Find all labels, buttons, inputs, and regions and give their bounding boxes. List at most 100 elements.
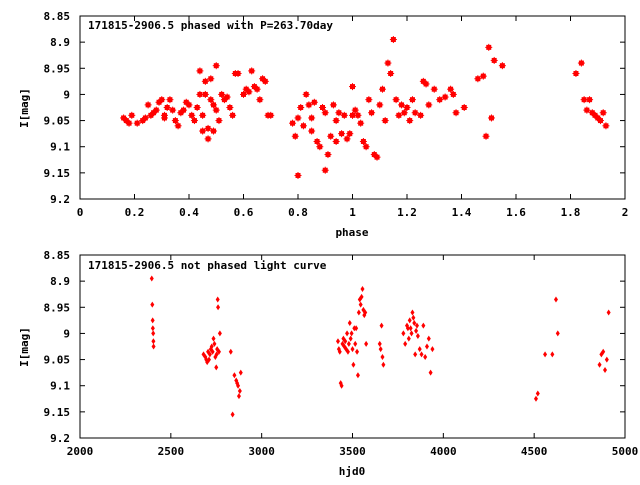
y-tick-label: 9.15 (44, 406, 71, 419)
data-point (417, 346, 422, 353)
data-point (421, 322, 426, 329)
data-points (149, 275, 611, 418)
data-point (365, 96, 373, 104)
data-point (166, 96, 174, 104)
data-point (207, 96, 215, 104)
data-point (380, 353, 385, 360)
data-point (359, 293, 364, 300)
data-point (171, 117, 179, 125)
data-point (349, 330, 354, 337)
data-point (201, 77, 209, 85)
data-point (321, 166, 329, 174)
x-tick-label: 3000 (248, 445, 275, 458)
x-tick-label: 1 (349, 206, 356, 219)
data-point (324, 151, 332, 159)
data-point (188, 111, 196, 119)
data-point (449, 90, 457, 98)
data-point (543, 351, 548, 358)
data-point (406, 335, 411, 342)
data-point (601, 348, 606, 355)
x-tick-label: 1.4 (452, 206, 472, 219)
data-point (482, 132, 490, 140)
data-point (346, 340, 351, 347)
y-tick-label: 9.2 (50, 193, 70, 206)
data-point (158, 96, 166, 104)
plot-title: 171815-2906.5 not phased light curve (88, 259, 327, 272)
x-tick-label: 5000 (612, 445, 639, 458)
data-point (348, 335, 353, 342)
y-tick-label: 9.1 (50, 141, 70, 154)
x-tick-label: 2 (622, 206, 629, 219)
data-point (223, 93, 231, 101)
data-point (572, 70, 580, 78)
x-tick-label: 1.2 (397, 206, 417, 219)
y-tick-label: 9.05 (44, 354, 71, 367)
data-point (602, 122, 610, 130)
data-point (414, 327, 419, 334)
data-point (245, 88, 253, 96)
data-point (401, 330, 406, 337)
data-point (424, 343, 429, 350)
data-point (215, 296, 220, 303)
data-point (256, 96, 264, 104)
y-tick-label: 8.95 (44, 301, 71, 314)
x-tick-label: 0 (77, 206, 84, 219)
data-point (485, 43, 493, 51)
data-point (297, 104, 305, 111)
unphased-light-curve-panel: 2000 2500 3000 3500 4000 4500 5000 8.85 8.9 8.95… (18, 249, 638, 478)
data-point (253, 85, 261, 93)
data-point (387, 70, 395, 78)
data-point (407, 317, 412, 324)
data-point (409, 330, 414, 337)
data-point (381, 361, 386, 368)
data-point (332, 137, 340, 145)
data-point (150, 301, 155, 308)
data-point (351, 106, 359, 114)
data-point (214, 351, 219, 358)
data-point (232, 372, 237, 379)
data-point (349, 83, 356, 91)
data-point (343, 135, 351, 143)
data-point (302, 90, 310, 98)
data-point (217, 330, 222, 337)
data-point (395, 111, 403, 119)
data-point (405, 325, 410, 332)
data-point (210, 127, 218, 135)
data-point (373, 153, 381, 161)
data-point (196, 67, 204, 75)
data-point (316, 143, 324, 151)
y-tick-label: 9.05 (44, 115, 71, 128)
data-point (378, 85, 386, 93)
data-point (415, 333, 420, 340)
data-point (201, 90, 209, 98)
data-point (204, 124, 212, 132)
x-axis-ticks: 2000 2500 3000 3500 4000 4500 5000 (67, 255, 639, 458)
data-point (430, 346, 435, 353)
data-point (236, 382, 241, 389)
data-point (308, 127, 316, 135)
data-point (180, 106, 188, 114)
data-point (151, 330, 156, 337)
data-point (417, 111, 425, 119)
data-point (335, 338, 340, 345)
x-tick-label: 2500 (158, 445, 185, 458)
data-point (267, 111, 275, 119)
data-point (363, 309, 368, 316)
y-tick-label: 8.85 (44, 10, 71, 23)
data-point (606, 309, 611, 316)
data-point (423, 353, 428, 360)
data-point (378, 346, 383, 353)
data-point (354, 325, 359, 332)
y-tick-label: 9 (63, 88, 70, 101)
data-point (360, 285, 365, 292)
x-tick-label: 0.8 (288, 206, 308, 219)
data-point (377, 340, 382, 347)
data-point (234, 70, 242, 78)
data-point (356, 309, 361, 316)
data-point (339, 382, 344, 389)
y-tick-label: 9.15 (44, 167, 71, 180)
data-point (414, 322, 419, 329)
x-axis-label: hjd0 (339, 465, 366, 478)
data-point (428, 369, 433, 376)
